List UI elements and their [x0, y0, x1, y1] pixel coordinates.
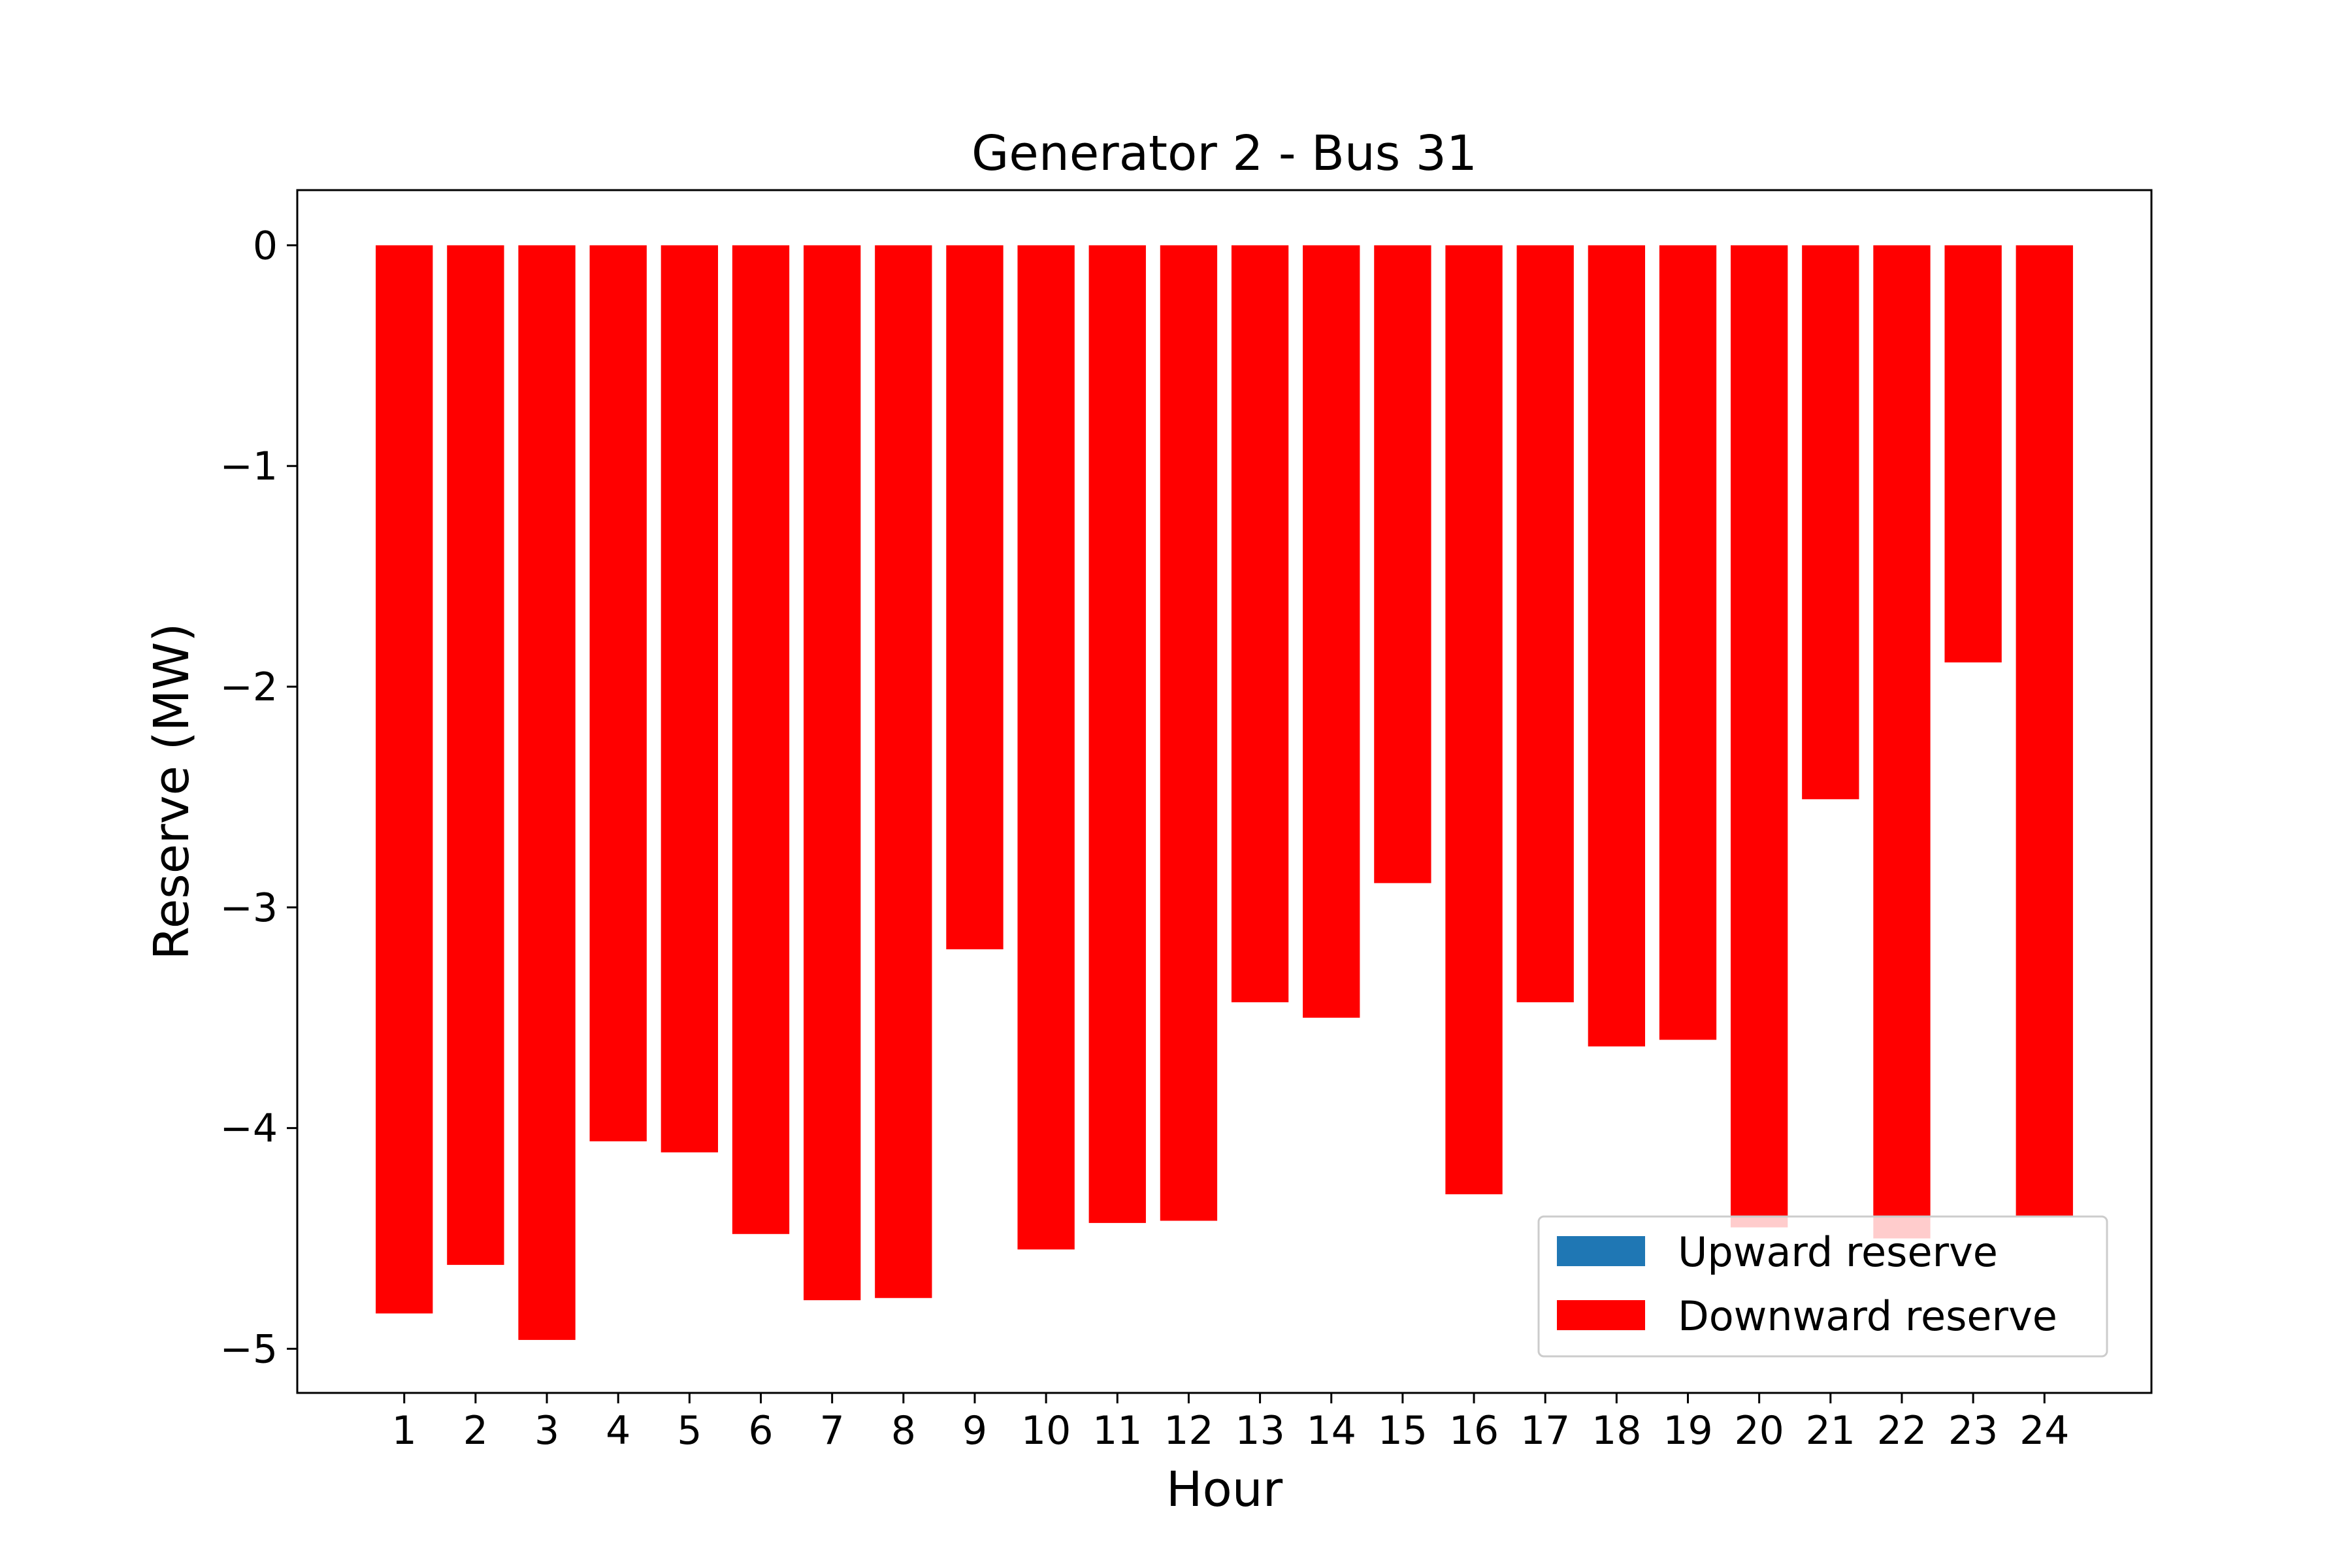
- y-tick-label--2: −2: [220, 664, 278, 710]
- legend: Upward reserve Downward reserve: [1537, 1215, 2108, 1358]
- x-tick-label-20: 20: [1734, 1408, 1784, 1454]
- bar-downward-hour-9: [946, 245, 1004, 950]
- x-tick-label-12: 12: [1164, 1408, 1213, 1454]
- legend-label-upward: Upward reserve: [1678, 1228, 1998, 1276]
- x-tick-label-14: 14: [1307, 1408, 1356, 1454]
- x-tick-label-11: 11: [1092, 1408, 1142, 1454]
- x-tick-label-18: 18: [1592, 1408, 1641, 1454]
- y-tick-label-0: 0: [253, 223, 278, 269]
- bar-downward-hour-16: [1445, 245, 1503, 1194]
- bar-downward-hour-5: [661, 245, 719, 1152]
- bar-downward-hour-1: [376, 245, 433, 1314]
- chart-title: Generator 2 - Bus 31: [972, 125, 1477, 182]
- x-tick-label-1: 1: [392, 1408, 417, 1454]
- x-tick-label-9: 9: [962, 1408, 987, 1454]
- x-axis: 1 2 3 4 5 6 7 8 9 10 11 12 13 14 15 16 17 18 19 20 21 22 23 24: [392, 1393, 2069, 1454]
- x-axis-label: Hour: [1166, 1462, 1283, 1518]
- x-tick-label-15: 15: [1378, 1408, 1428, 1454]
- bar-downward-hour-10: [1017, 245, 1075, 1250]
- bar-downward-hour-23: [1944, 245, 2002, 662]
- legend-box: [1537, 1215, 2108, 1358]
- bars-group: [376, 245, 2073, 1340]
- legend-swatch-downward: [1557, 1300, 1645, 1330]
- bar-downward-hour-18: [1588, 245, 1646, 1047]
- bar-downward-hour-17: [1516, 245, 1574, 1003]
- bar-downward-hour-20: [1730, 245, 1788, 1228]
- bar-downward-hour-15: [1374, 245, 1431, 883]
- bar-downward-hour-12: [1160, 245, 1218, 1221]
- bar-downward-hour-6: [732, 245, 790, 1234]
- bar-downward-hour-4: [589, 245, 647, 1141]
- x-tick-label-8: 8: [891, 1408, 916, 1454]
- x-tick-label-21: 21: [1806, 1408, 1855, 1454]
- x-tick-label-6: 6: [748, 1408, 773, 1454]
- y-axis: 0 −1 −2 −3 −4 −5: [220, 223, 297, 1372]
- y-tick-label--1: −1: [220, 444, 278, 489]
- x-tick-label-24: 24: [2019, 1408, 2069, 1454]
- bar-downward-hour-3: [518, 245, 576, 1340]
- y-tick-label--5: −5: [220, 1326, 278, 1372]
- x-tick-label-3: 3: [534, 1408, 559, 1454]
- legend-label-downward: Downward reserve: [1678, 1292, 2057, 1340]
- x-tick-label-17: 17: [1520, 1408, 1570, 1454]
- bar-downward-hour-7: [803, 245, 861, 1301]
- x-tick-label-7: 7: [820, 1408, 845, 1454]
- x-tick-label-16: 16: [1449, 1408, 1499, 1454]
- y-axis-label: Reserve (MW): [144, 623, 200, 960]
- bar-downward-hour-2: [447, 245, 504, 1266]
- bar-downward-hour-22: [1873, 245, 1931, 1239]
- x-tick-label-23: 23: [1948, 1408, 1998, 1454]
- y-tick-label--3: −3: [220, 885, 278, 931]
- bar-downward-hour-11: [1088, 245, 1146, 1223]
- x-tick-label-19: 19: [1663, 1408, 1712, 1454]
- bar-downward-hour-19: [1659, 245, 1717, 1040]
- bar-downward-hour-8: [875, 245, 932, 1298]
- x-tick-label-4: 4: [606, 1408, 630, 1454]
- bar-downward-hour-13: [1231, 245, 1289, 1003]
- legend-swatch-upward: [1557, 1236, 1645, 1266]
- bar-downward-hour-24: [2016, 245, 2073, 1217]
- x-tick-label-2: 2: [463, 1408, 488, 1454]
- y-tick-label--4: −4: [220, 1106, 278, 1152]
- x-tick-label-5: 5: [677, 1408, 702, 1454]
- bar-downward-hour-21: [1802, 245, 1859, 800]
- x-tick-label-10: 10: [1021, 1408, 1071, 1454]
- x-tick-label-22: 22: [1877, 1408, 1927, 1454]
- x-tick-label-13: 13: [1235, 1408, 1284, 1454]
- bar-downward-hour-14: [1303, 245, 1360, 1018]
- plot-frame: [296, 189, 2153, 1394]
